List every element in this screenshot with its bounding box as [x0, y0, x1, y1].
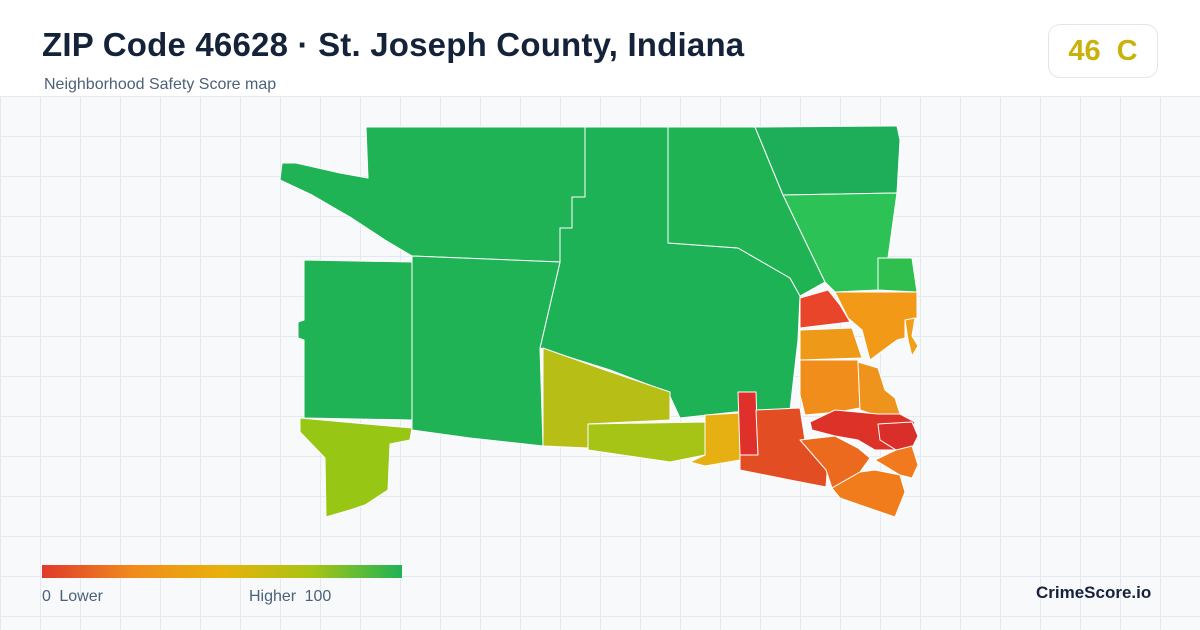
page-subtitle: Neighborhood Safety Score map: [44, 76, 277, 93]
map-region: [831, 469, 906, 518]
legend-color-bar: [42, 565, 402, 578]
map-region: [874, 445, 919, 479]
zip-map-regions: [279, 125, 919, 518]
map-region: [411, 255, 561, 447]
map-region: [834, 291, 918, 361]
map-region: [877, 257, 918, 293]
map-region: [279, 126, 586, 263]
map-region: [542, 347, 671, 449]
score-grade: C: [1116, 34, 1138, 67]
map-region: [739, 407, 831, 488]
map-region: [799, 359, 861, 416]
legend-min-label: 0 Lower: [42, 588, 103, 605]
brand-logo-text: CrimeScore.io: [1036, 583, 1152, 602]
map-region: [754, 125, 901, 196]
map-region: [297, 259, 413, 421]
page-title: ZIP Code 46628 · St. Joseph County, Indi…: [42, 26, 745, 63]
map-region: [299, 417, 413, 518]
map-region: [587, 421, 706, 463]
header: ZIP Code 46628 · St. Joseph County, Indi…: [0, 0, 1200, 96]
map-region: [799, 435, 871, 489]
legend-max-label: Higher 100: [249, 588, 332, 605]
map-region: [737, 391, 759, 456]
map-region: [857, 361, 901, 417]
score-badge: 46 C: [1048, 24, 1158, 78]
map-region: [799, 289, 851, 329]
score-value: 46: [1068, 34, 1101, 67]
map-region: [799, 327, 863, 361]
map-region: [904, 317, 919, 357]
